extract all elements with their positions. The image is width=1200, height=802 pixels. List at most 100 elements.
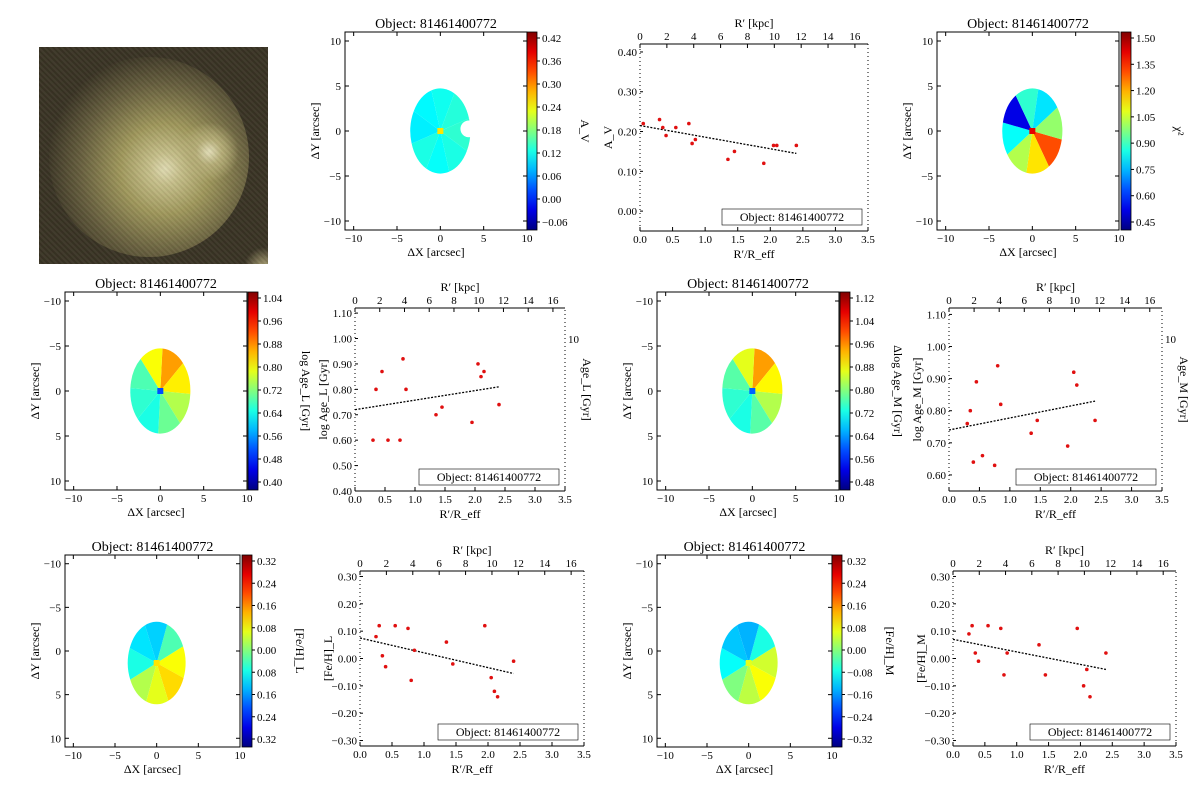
x-tick-label: 3.0 <box>528 494 542 506</box>
x-tick-label: 0.0 <box>946 749 960 761</box>
map-map_age_l: Object: 81461400772 −10 −5 0 5 10 10 5 0 −5 −10 ΔX … <box>28 277 313 519</box>
map-map_feh_m: Object: 81461400772 −10 −5 0 5 10 10 5 0 −5 −10 ΔX … <box>620 540 897 776</box>
y-tick-label: 0.70 <box>927 438 947 450</box>
x-tick-label: 3.0 <box>1137 749 1151 761</box>
y-tick-label: 0.10 <box>618 166 638 178</box>
top-tick-label: 10 <box>486 558 498 570</box>
y-tick-label: 10 <box>50 476 62 488</box>
y-tick-label: −5 <box>49 341 61 353</box>
y-tick-label: −5 <box>921 171 933 183</box>
data-point <box>971 460 976 464</box>
colorbar-tick-label: 0.32 <box>257 556 276 568</box>
data-point <box>1088 694 1092 699</box>
y-tick-label: −10 <box>916 216 934 228</box>
y-tick-label: 5 <box>648 431 654 443</box>
y-tick-label: 0 <box>336 126 342 138</box>
top-tick-label: 16 <box>547 295 559 307</box>
x-tick-label: 2.0 <box>1064 494 1078 506</box>
top-tick-label: 6 <box>1029 558 1035 570</box>
fit-line <box>359 637 514 675</box>
data-point <box>992 463 997 468</box>
x-tick-label: 0 <box>746 750 752 762</box>
legend-label: Object: 81461400772 <box>740 210 844 224</box>
data-point <box>398 438 402 442</box>
y-tick-label: 0 <box>648 646 654 658</box>
map-sector <box>1002 95 1033 131</box>
top-tick-label: 14 <box>1119 295 1131 307</box>
map-sector <box>440 131 467 172</box>
x-tick-label: 3.0 <box>1125 494 1139 506</box>
x-tick-label: 1.0 <box>1003 494 1017 506</box>
data-point <box>409 678 414 683</box>
map-sector <box>146 663 169 705</box>
colorbar-tick-label: 0.72 <box>263 385 282 397</box>
y-tick-label: −0.10 <box>925 681 951 693</box>
data-point <box>1085 667 1089 672</box>
data-point <box>1002 673 1006 677</box>
x-tick-label: 3.0 <box>829 234 843 246</box>
top-tick-label: 2 <box>664 31 670 43</box>
x-tick-label: 5 <box>201 493 207 505</box>
y-tick-label: 0.40 <box>618 47 638 59</box>
x-tick-label: −10 <box>65 750 83 762</box>
x-tick-label: 1.5 <box>438 494 452 506</box>
data-point <box>383 664 388 669</box>
y-tick-label: 10 <box>330 36 342 48</box>
profile-frame <box>354 307 566 492</box>
y-tick-label: −0.30 <box>925 736 951 748</box>
y-tick-label: −10 <box>44 296 62 308</box>
x-tick-label: 5 <box>788 750 794 762</box>
map-sector <box>748 624 776 663</box>
data-point <box>995 363 1000 368</box>
top-tick-label: 4 <box>402 295 408 307</box>
data-point <box>489 675 494 680</box>
y-tick-label: 0 <box>928 126 934 138</box>
y-tick-label: 0.10 <box>338 626 358 638</box>
x-tick-label: 2.0 <box>1074 749 1088 761</box>
colorbar-label: Δlog Age_M [Gyr] <box>891 345 905 437</box>
top-tick-label: 8 <box>451 295 457 307</box>
map-title: Object: 81461400772 <box>92 540 214 555</box>
x-axis-label: R′/R_eff <box>439 507 480 521</box>
x-tick-label: 3.5 <box>1155 494 1169 506</box>
profile-profile_av: 0.0 0.5 1.0 1.5 2.0 2.5 3.0 3.5 0.40 0.30 0.20 0.10… <box>601 16 875 261</box>
colorbar-tick-label: 0.80 <box>263 362 283 374</box>
profile-profile_feh_l: 0.0 0.5 1.0 1.5 2.0 2.5 3.0 3.5 0.30 0.20 0.10 0.00… <box>321 543 591 776</box>
top-axis-label: R′ [kpc] <box>1036 280 1075 294</box>
map-sector <box>156 646 186 678</box>
data-point <box>479 374 483 379</box>
x-tick-label: −5 <box>111 493 123 505</box>
legend-label: Object: 81461400772 <box>1048 725 1152 739</box>
map-map_feh_l: Object: 81461400772 −10 −5 0 5 10 10 5 0 −5 −10 ΔX … <box>28 540 307 776</box>
data-point <box>1005 651 1009 655</box>
colorbar-tick-label: 1.20 <box>1136 86 1156 98</box>
y-tick-label: 10 <box>642 476 654 488</box>
colorbar-tick-label: 1.35 <box>1136 59 1156 71</box>
map-title: Object: 81461400772 <box>684 540 806 555</box>
x-tick-label: 0.0 <box>633 234 647 246</box>
x-tick-label: 5 <box>793 493 799 505</box>
y-axis-label: ΔY [arcsec] <box>28 623 42 680</box>
data-point <box>1037 643 1041 647</box>
y-axis-label: A_V <box>601 126 615 150</box>
map-map_age_m: Object: 81461400772 −10 −5 0 5 10 10 5 0 −5 −10 ΔX … <box>620 277 905 519</box>
y-tick-label: 0 <box>648 386 654 398</box>
y-tick-label: 0.20 <box>618 127 638 139</box>
data-point <box>492 689 497 694</box>
top-tick-label: 6 <box>426 295 432 307</box>
map-core-pixel <box>437 128 444 134</box>
y-tick-label: −5 <box>49 602 61 614</box>
x-tick-label: 1.5 <box>449 749 463 761</box>
colorbar-tick-label: 0.24 <box>257 712 277 724</box>
data-point <box>970 623 974 628</box>
map-sector <box>752 348 776 391</box>
x-axis-label: ΔX [arcsec] <box>407 245 464 259</box>
top-tick-label: 12 <box>1105 558 1116 570</box>
colorbar <box>526 31 538 231</box>
colorbar-tick-label: 0.32 <box>257 734 276 746</box>
x-axis-label: ΔX [arcsec] <box>716 762 773 776</box>
data-point <box>374 634 378 639</box>
right-tick-label: 10 <box>568 334 580 346</box>
data-point <box>967 632 971 636</box>
data-point <box>1081 684 1086 688</box>
